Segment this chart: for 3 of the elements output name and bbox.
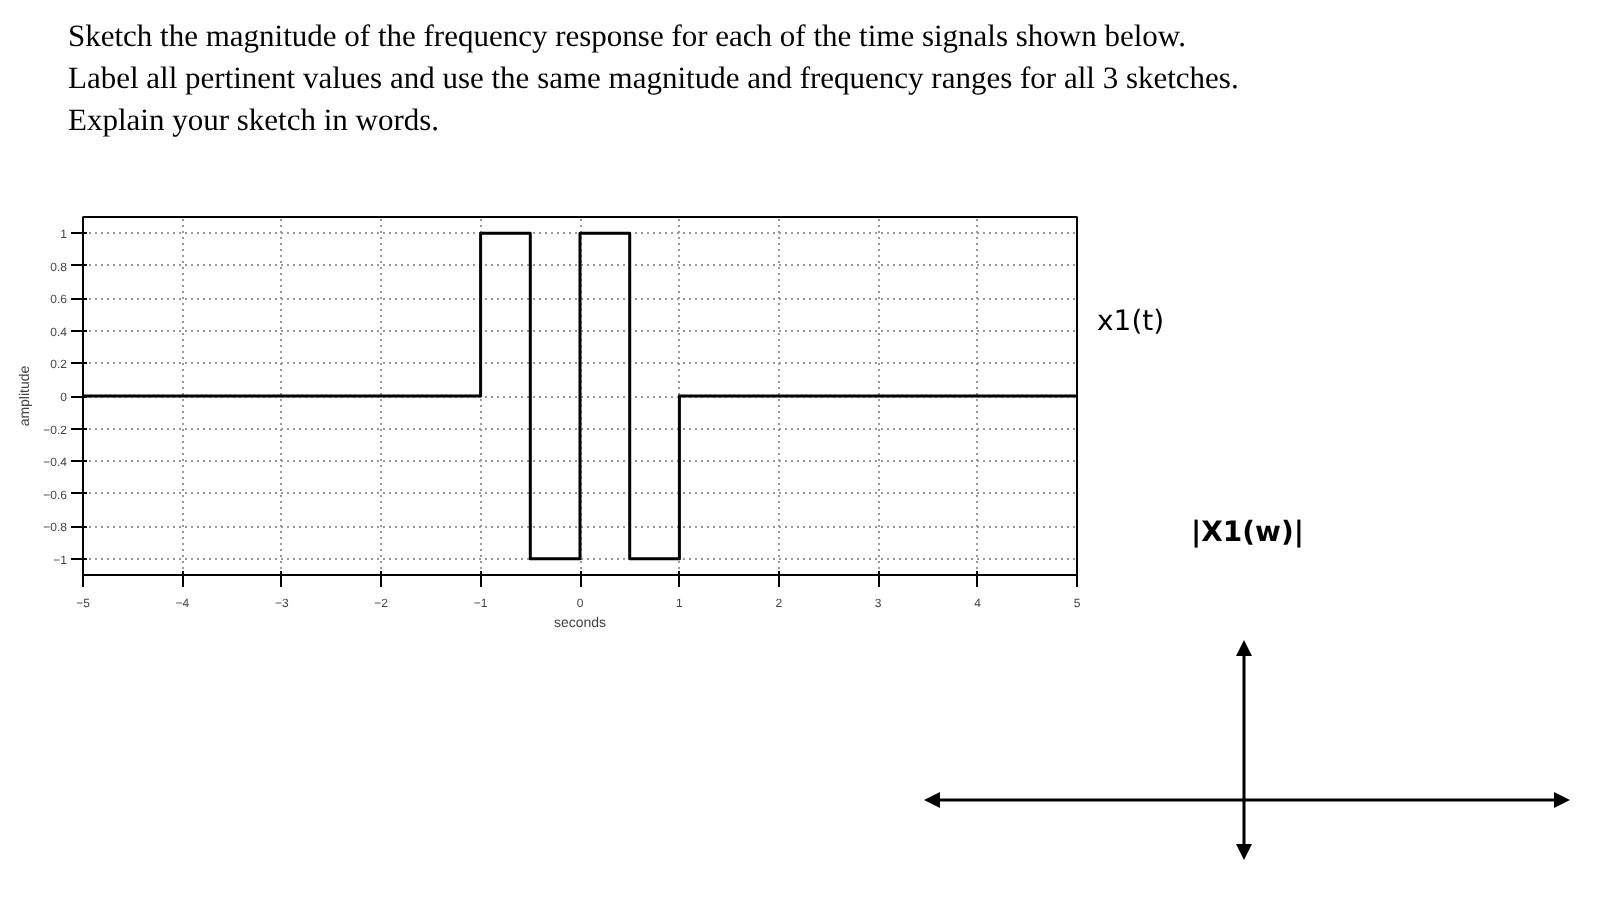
text: x1(t) (1097, 305, 1165, 338)
chart-title: Sketch the magnitude of the frequency response for each of the time signals shown below. Label all pertinent values and use the same magnitude and frequency ranges for all 3 sketches. Explain your sketch in words. (68, 18, 1239, 142)
text: |X1(w)| (1191, 517, 1304, 550)
